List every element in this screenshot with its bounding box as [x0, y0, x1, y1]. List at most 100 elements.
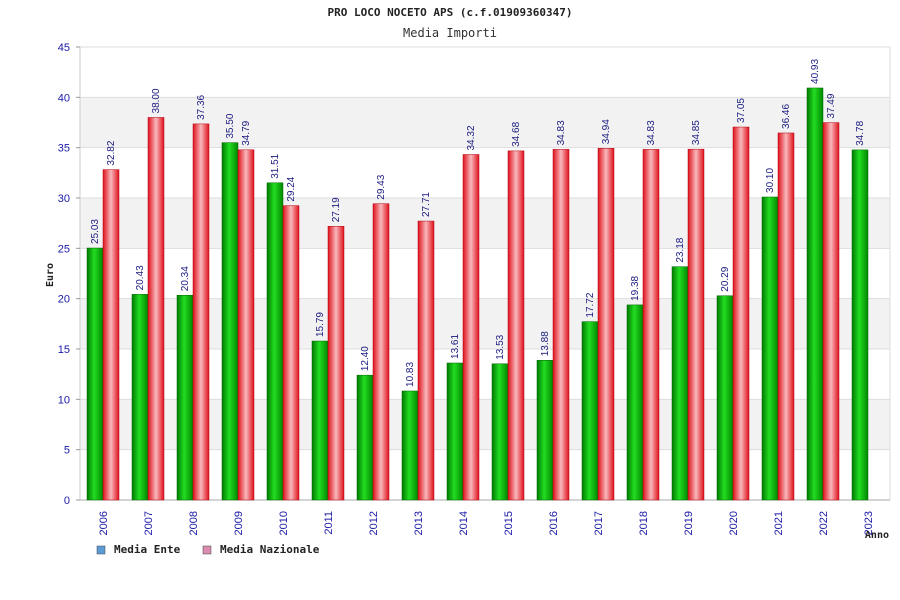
data-label-media-ente: 20.29	[720, 266, 731, 291]
data-label-media-ente: 40.93	[810, 59, 821, 84]
data-label-media-ente: 19.38	[630, 275, 641, 300]
y-tick-label: 20	[58, 294, 70, 306]
bar-media-ente	[401, 390, 419, 501]
bar-media-nazionale	[552, 149, 570, 501]
bar-media-ente	[176, 294, 194, 501]
data-label-media-nazionale: 34.83	[556, 120, 567, 145]
x-tick-label: 2012	[368, 511, 380, 535]
grid-band	[80, 97, 890, 148]
bar-media-ente	[86, 247, 104, 501]
x-tick-label: 2007	[143, 511, 155, 535]
bars	[86, 87, 869, 501]
bar-media-ente	[851, 149, 869, 501]
data-label-media-ente: 13.61	[450, 334, 461, 359]
data-label-media-nazionale: 37.49	[826, 93, 837, 118]
x-tick-label: 2015	[503, 511, 515, 535]
data-label-media-ente: 35.50	[225, 113, 236, 138]
data-label-media-ente: 17.72	[585, 292, 596, 317]
bar-media-ente	[761, 196, 779, 501]
data-label-media-nazionale: 34.94	[601, 119, 612, 144]
x-tick-label: 2009	[233, 511, 245, 535]
data-label-media-ente: 13.88	[540, 331, 551, 356]
data-label-media-ente: 25.03	[90, 219, 101, 244]
y-tick-label: 45	[58, 42, 70, 54]
bar-media-nazionale	[102, 169, 120, 501]
data-label-media-nazionale: 29.43	[376, 174, 387, 199]
x-tick-label: 2018	[638, 511, 650, 535]
y-tick-label: 15	[58, 344, 70, 356]
x-tick-label: 2017	[593, 511, 605, 535]
data-label-media-nazionale: 37.05	[736, 98, 747, 123]
bar-media-nazionale	[507, 150, 525, 501]
data-label-media-ente: 20.43	[135, 265, 146, 290]
data-labels: 25.03 32.82 20.43 38.00 20.34 37.36 35.50 34.79…	[90, 59, 866, 387]
bar-media-ente	[626, 304, 644, 501]
bar-media-ente	[806, 87, 824, 501]
y-tick-label: 0	[64, 495, 70, 507]
y-tick-label: 5	[64, 445, 70, 457]
data-label-media-nazionale: 32.82	[106, 140, 117, 165]
bar-media-nazionale	[327, 226, 345, 501]
data-label-media-nazionale: 34.32	[466, 125, 477, 150]
y-tick-label: 35	[58, 143, 70, 155]
bar-media-nazionale	[462, 154, 480, 501]
bar-media-ente	[446, 362, 464, 501]
grid-band	[80, 298, 890, 349]
bar-media-nazionale	[372, 203, 390, 501]
x-tick-label: 2006	[98, 511, 110, 535]
bar-media-ente	[266, 182, 284, 501]
x-tick-label: 2008	[188, 511, 200, 535]
bar-media-ente	[131, 294, 149, 501]
data-label-media-nazionale: 29.24	[286, 176, 297, 201]
legend-label-media-ente: Media Ente	[114, 543, 181, 556]
x-tick-label: 2011	[323, 511, 335, 535]
y-tick-label: 25	[58, 243, 70, 255]
bar-media-nazionale	[822, 122, 840, 501]
bar-media-nazionale	[597, 148, 615, 501]
x-tick-label: 2022	[818, 511, 830, 535]
data-label-media-nazionale: 34.68	[511, 121, 522, 146]
chart-title: PRO LOCO NOCETO APS (c.f.01909360347)	[327, 6, 572, 19]
y-tick-label: 30	[58, 193, 70, 205]
data-label-media-nazionale: 37.36	[196, 94, 207, 119]
y-tick-label: 40	[58, 92, 70, 104]
bar-media-ente	[491, 363, 509, 501]
bar-media-nazionale	[687, 148, 705, 501]
data-label-media-nazionale: 27.19	[331, 197, 342, 222]
bar-media-ente	[581, 321, 599, 501]
data-label-media-ente: 20.34	[180, 266, 191, 291]
bar-media-nazionale	[777, 132, 795, 501]
data-label-media-nazionale: 36.46	[781, 104, 792, 129]
bar-media-nazionale	[417, 220, 435, 501]
x-tick-label: 2013	[413, 511, 425, 535]
y-axis-title: Euro	[45, 263, 56, 287]
grid-band	[80, 198, 890, 249]
bar-media-ente	[671, 266, 689, 501]
data-label-media-ente: 15.79	[315, 312, 326, 337]
bar-media-nazionale	[732, 126, 750, 501]
x-tick-label: 2023	[863, 511, 875, 535]
x-axis-title: Anno	[865, 530, 889, 541]
legend-swatch-media-nazionale	[202, 545, 212, 555]
data-label-media-nazionale: 27.71	[421, 192, 432, 217]
x-tick-label: 2014	[458, 511, 470, 535]
y-axis: 0 5 10 15 20 25 30 35 40 45	[58, 42, 80, 507]
legend: Media Ente Media Nazionale	[96, 543, 320, 556]
x-tick-label: 2010	[278, 511, 290, 535]
data-label-media-nazionale: 38.00	[151, 88, 162, 113]
x-tick-label: 2020	[728, 511, 740, 535]
chart-subtitle: Media Importi	[403, 26, 497, 40]
data-label-media-ente: 12.40	[360, 346, 371, 371]
bar-media-ente	[311, 340, 329, 501]
data-label-media-ente: 13.53	[495, 334, 506, 359]
legend-swatch-media-ente	[96, 545, 106, 555]
bar-media-ente	[716, 295, 734, 501]
data-label-media-ente: 31.51	[270, 153, 281, 178]
grid-band	[80, 399, 890, 450]
bar-media-ente	[536, 360, 554, 501]
y-tick-label: 10	[58, 394, 70, 406]
data-label-media-ente: 34.78	[855, 120, 866, 145]
data-label-media-ente: 30.10	[765, 168, 776, 193]
bar-media-nazionale	[237, 149, 255, 501]
